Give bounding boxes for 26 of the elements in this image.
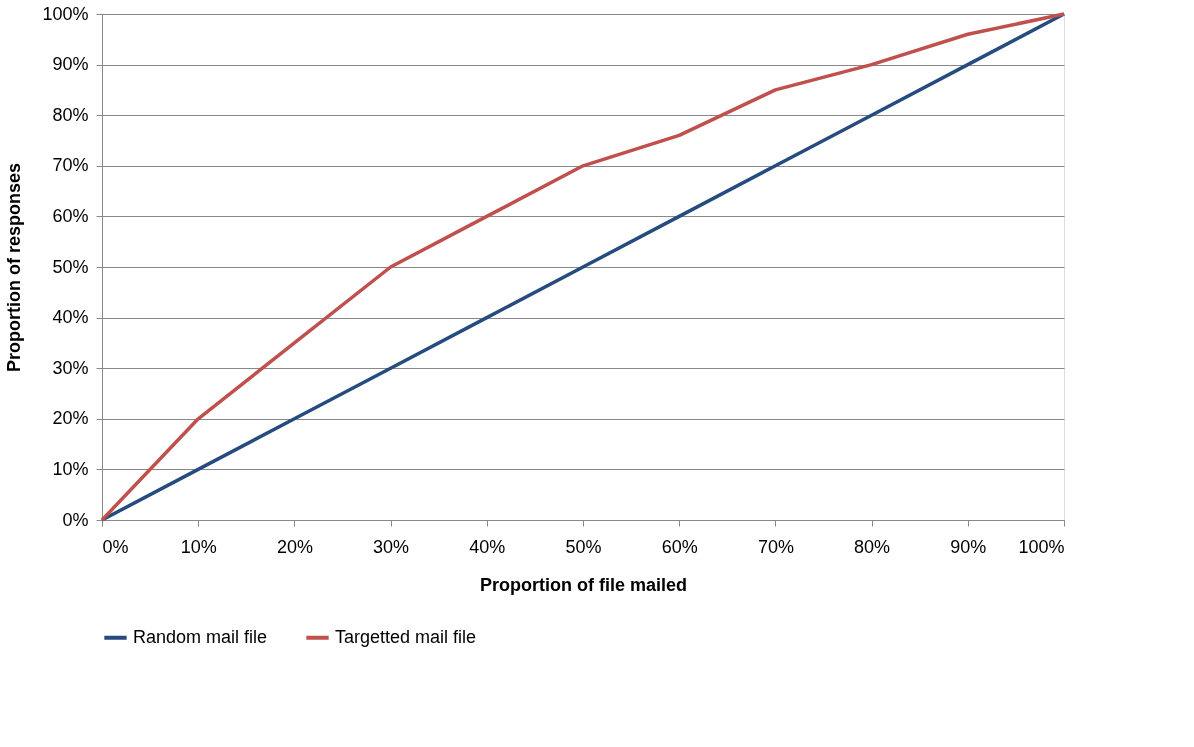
x-tick-label: 60%	[661, 536, 698, 557]
y-tick-label: 50%	[52, 256, 89, 277]
x-tick-label: 20%	[276, 536, 313, 557]
x-tick-label: 30%	[373, 536, 410, 557]
x-tick-label: 40%	[469, 536, 506, 557]
x-tick-label: 80%	[854, 536, 891, 557]
y-tick-label: 100%	[42, 3, 89, 24]
y-tick-label: 0%	[62, 509, 89, 530]
y-tick-label: 90%	[52, 54, 89, 75]
legend-label: Random mail file	[133, 626, 268, 647]
y-tick-label: 70%	[52, 155, 89, 176]
y-tick-label: 20%	[52, 408, 89, 429]
y-tick-label: 60%	[52, 205, 89, 226]
x-tick-label: 70%	[757, 536, 794, 557]
x-tick-label: 0%	[102, 536, 129, 557]
y-tick-label: 10%	[52, 458, 89, 479]
y-tick-label: 40%	[52, 307, 89, 328]
x-axis-title: Proportion of file mailed	[479, 574, 688, 595]
y-tick-label: 30%	[52, 357, 89, 378]
legend-label: Targetted mail file	[335, 626, 477, 647]
x-tick-label: 90%	[950, 536, 987, 557]
y-tick-label: 80%	[52, 104, 89, 125]
x-tick-label: 10%	[180, 536, 217, 557]
x-tick-label: 100%	[1018, 536, 1065, 557]
x-tick-label: 50%	[565, 536, 602, 557]
y-axis-title: Proportion of responses	[4, 162, 25, 373]
